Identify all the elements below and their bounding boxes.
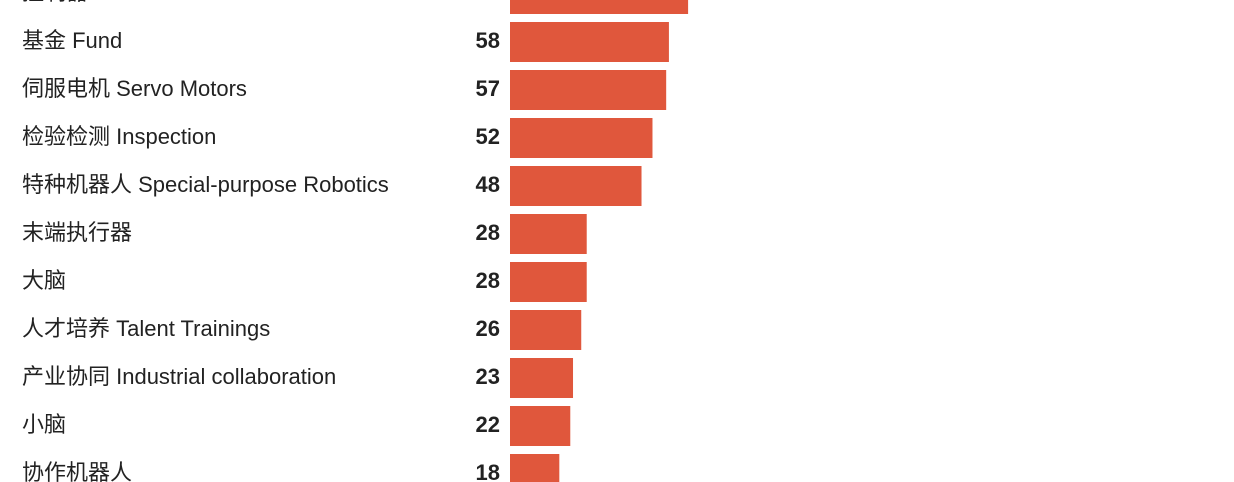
bar: [510, 406, 571, 446]
bar: [510, 262, 587, 302]
category-label: 小脑: [22, 412, 66, 437]
category-label: 基金 Fund: [22, 28, 122, 53]
bar: [510, 358, 574, 398]
category-label: 协作机器人: [22, 460, 132, 482]
value-label: 22: [476, 412, 500, 437]
category-label: 伺服电机 Servo Motors: [22, 76, 247, 101]
bar: [510, 166, 642, 206]
bar: [510, 310, 582, 350]
value-label: 28: [476, 220, 500, 245]
value-label: 48: [476, 172, 500, 197]
category-label: 产业协同 Industrial collaboration: [22, 364, 336, 389]
bar: [510, 454, 560, 482]
bar: [510, 214, 587, 254]
value-label: 28: [476, 268, 500, 293]
category-label: 检验检测 Inspection: [22, 124, 216, 149]
bar: [510, 70, 667, 110]
category-label: 控制器 Controllers: [22, 0, 200, 5]
value-label: 52: [476, 124, 500, 149]
category-label: 人才培养 Talent Trainings: [22, 316, 270, 341]
value-label: 57: [476, 76, 500, 101]
value-label: 23: [476, 364, 500, 389]
bar: [510, 118, 653, 158]
value-label: 26: [476, 316, 500, 341]
category-label: 特种机器人 Special-purpose Robotics: [22, 172, 389, 197]
bar: [510, 22, 669, 62]
category-label: 大脑: [22, 268, 66, 293]
category-label: 末端执行器: [22, 220, 132, 245]
value-label: 65: [476, 0, 500, 5]
value-label: 58: [476, 28, 500, 53]
value-label: 18: [476, 460, 500, 482]
bar: [510, 0, 689, 14]
